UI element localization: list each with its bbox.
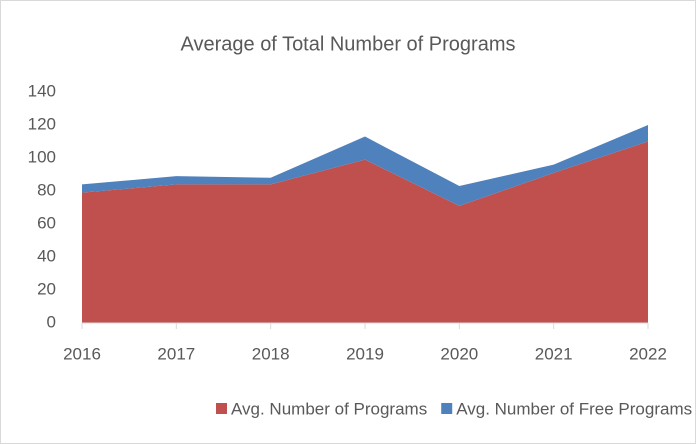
y-tick-label: 40 (37, 246, 56, 265)
x-tick-label: 2016 (63, 344, 101, 363)
chart-title: Average of Total Number of Programs (181, 33, 516, 55)
legend-swatch (216, 403, 227, 414)
y-tick-label: 100 (28, 147, 56, 166)
area (82, 141, 648, 323)
x-tick-label: 2018 (252, 344, 290, 363)
y-tick-label: 20 (37, 279, 56, 298)
legend-label: Avg. Number of Programs (231, 399, 427, 418)
y-tick-label: 80 (37, 180, 56, 199)
x-tick-label: 2022 (629, 344, 667, 363)
x-tick-label: 2017 (157, 344, 195, 363)
y-tick-label: 0 (47, 312, 56, 331)
y-tick-label: 120 (28, 114, 56, 133)
x-tick-label: 2020 (440, 344, 478, 363)
y-tick-label: 140 (28, 81, 56, 100)
area (82, 125, 648, 206)
legend-swatch (441, 403, 453, 414)
x-tick-label: 2019 (346, 344, 384, 363)
y-tick-label: 60 (37, 213, 56, 232)
x-tick-label: 2021 (535, 344, 573, 363)
legend-label: Avg. Number of Free Programs (456, 399, 692, 418)
